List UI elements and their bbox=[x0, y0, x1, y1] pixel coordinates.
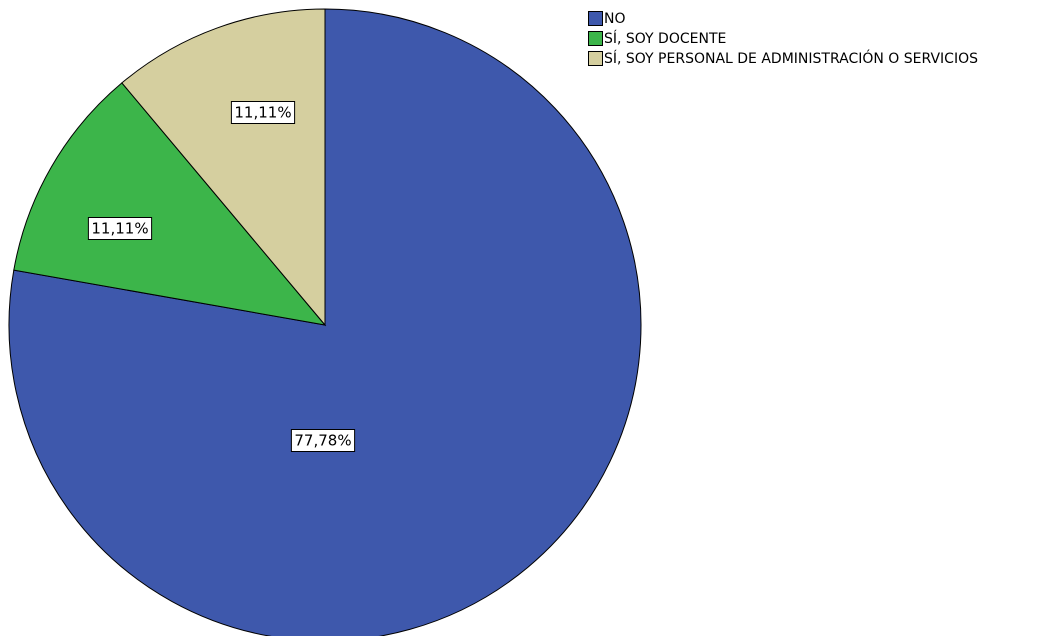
pie-slice bbox=[8, 8, 642, 636]
data-label-box bbox=[87, 217, 153, 240]
data-label-box bbox=[290, 429, 356, 452]
legend-swatch bbox=[588, 11, 603, 26]
legend-swatch bbox=[588, 31, 603, 46]
data-label: 11,11% bbox=[234, 104, 291, 122]
data-label-box bbox=[230, 101, 296, 124]
data-label: 11,11% bbox=[91, 220, 148, 238]
data-label: 77,78% bbox=[294, 432, 351, 450]
legend-label: SÍ, SOY PERSONAL DE ADMINISTRACIÓN O SER… bbox=[604, 51, 978, 67]
legend-label: SÍ, SOY DOCENTE bbox=[604, 31, 727, 47]
pie-slice bbox=[121, 8, 326, 327]
pie-slice bbox=[13, 82, 327, 326]
legend-swatch bbox=[588, 51, 603, 66]
legend-label: NO bbox=[604, 11, 626, 27]
